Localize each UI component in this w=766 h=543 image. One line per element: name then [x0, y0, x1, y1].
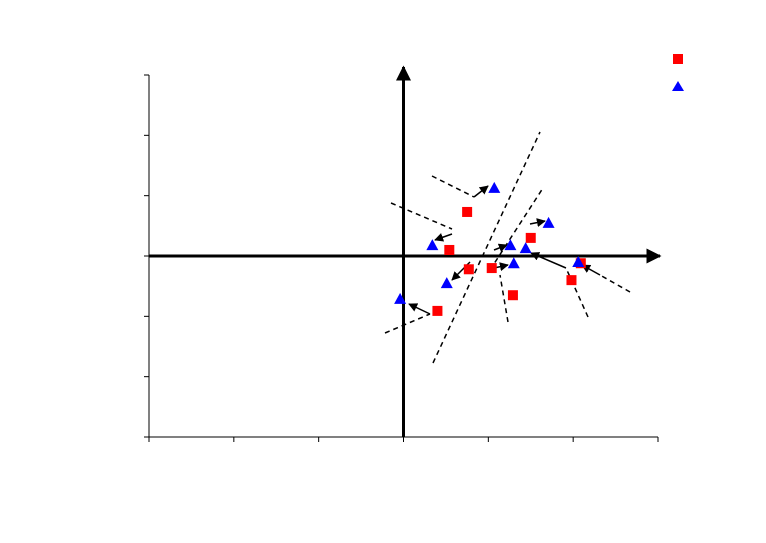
point [488, 181, 501, 193]
point [486, 263, 497, 274]
point [440, 277, 453, 289]
point [444, 244, 455, 255]
point [462, 206, 473, 217]
legend [672, 54, 684, 91]
point [525, 232, 536, 243]
point [542, 216, 555, 228]
point [572, 256, 585, 268]
point [507, 290, 518, 301]
point [394, 292, 407, 304]
legend-marker [673, 54, 683, 64]
annotations [384, 131, 631, 364]
point [519, 242, 532, 254]
point [426, 239, 439, 251]
point [463, 264, 474, 275]
legend-marker [672, 81, 684, 91]
point [504, 239, 517, 251]
point [507, 257, 520, 269]
point [566, 275, 577, 286]
point [432, 305, 443, 316]
